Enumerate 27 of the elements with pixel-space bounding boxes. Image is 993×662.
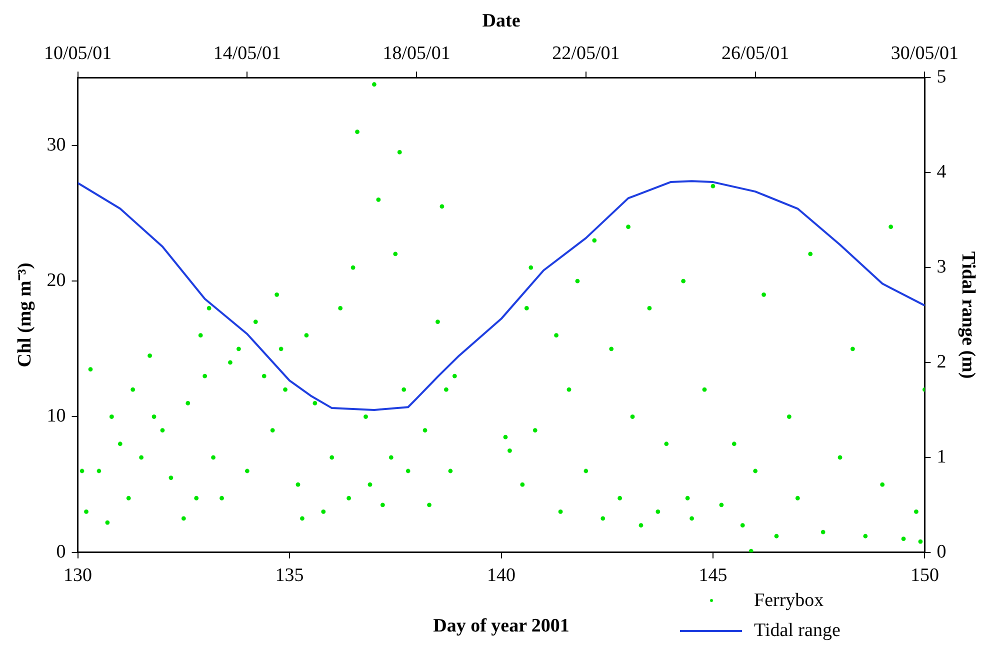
y2-tick-label: 0 (936, 541, 946, 562)
x2-tick-label: 30/05/01 (890, 43, 958, 64)
y2-tick-label: 5 (936, 66, 946, 88)
y2-tick-label: 3 (936, 256, 946, 278)
y-tick-label: 30 (46, 134, 66, 156)
y2-tick-label: 4 (936, 162, 947, 183)
legend-label: Tidal range (754, 619, 840, 643)
y-tick-label: 10 (46, 406, 66, 427)
x-tick-label: 140 (487, 564, 516, 586)
x2-tick-label: 10/05/01 (44, 43, 112, 64)
y-axis-title: Chl (mg m⁻³) (14, 262, 36, 368)
y-tick-label: 0 (56, 541, 66, 562)
x-tick-label: 135 (275, 564, 304, 586)
legend-label: Ferrybox (754, 589, 824, 613)
x-tick-label: 145 (698, 564, 728, 586)
y2-axis-title: Tidal range (m) (958, 251, 979, 379)
y2-tick-label: 1 (936, 446, 946, 468)
x2-axis-title: Date (482, 10, 520, 32)
x2-tick-label: 22/05/01 (552, 43, 620, 64)
x2-tick-label: 14/05/01 (213, 43, 281, 64)
x-tick-label: 130 (64, 564, 92, 586)
x2-tick-label: 26/05/01 (722, 43, 790, 64)
x-axis-title: Day of year 2001 (433, 616, 570, 637)
x-tick-label: 150 (910, 564, 939, 586)
y-tick-label: 20 (46, 270, 66, 292)
x2-tick-label: 18/05/01 (382, 43, 450, 64)
y2-tick-label: 2 (936, 351, 946, 372)
